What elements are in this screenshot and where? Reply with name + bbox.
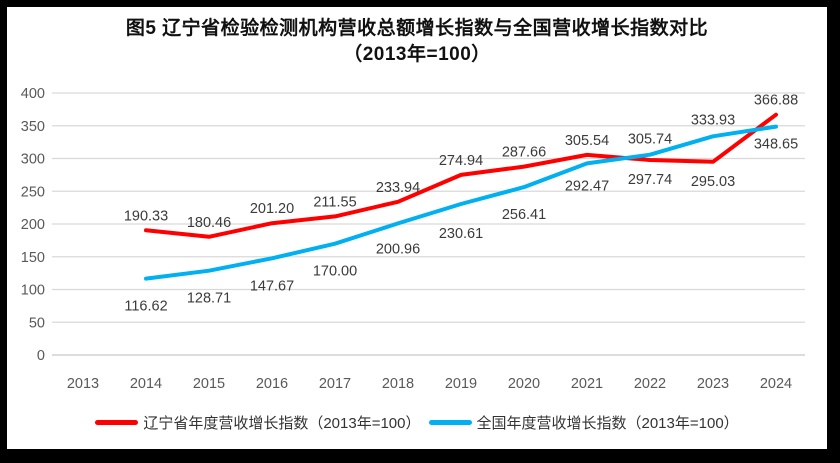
legend-item-national: 全国年度营收增长指数（2013年=100） [428,412,739,433]
y-axis-tick-label: 0 [37,348,45,364]
y-axis-tick-label: 150 [21,250,45,266]
chart-canvas: 图5 辽宁省检验检测机构营收总额增长指数与全国营收增长指数对比 （2013年=1… [7,7,827,449]
data-label: 292.47 [565,178,609,194]
y-axis-tick-label: 200 [21,217,45,233]
chart-title-line1: 图5 辽宁省检验检测机构营收总额增长指数与全国营收增长指数对比 [125,18,709,39]
data-label: 295.03 [691,174,735,190]
data-label: 287.66 [502,145,546,161]
data-label: 211.55 [313,194,356,210]
data-label: 128.71 [187,291,231,307]
x-axis-tick-label: 2013 [67,376,99,392]
x-axis-tick-label: 2019 [445,376,477,392]
data-label: 201.20 [250,201,294,217]
x-axis-tick-label: 2018 [382,376,414,392]
y-axis-tick-label: 400 [21,86,45,102]
data-label: 180.46 [187,215,231,231]
data-label: 305.74 [628,132,672,148]
legend-label-liaoning: 辽宁省年度营收增长指数（2013年=100） [143,415,421,432]
series-line-0 [144,112,778,239]
data-label: 147.67 [250,278,294,294]
data-label: 333.93 [691,112,735,128]
legend-label-national: 全国年度营收增长指数（2013年=100） [476,415,739,432]
series-line-1 [144,124,778,281]
line-chart-plot: 0 50 100 150 200 250 300 350 400 2013 2014 2015 2016… [21,86,805,392]
legend: 辽宁省年度营收增长指数（2013年=100） 全国年度营收增长指数（2013年=… [7,412,827,433]
legend-item-liaoning: 辽宁省年度营收增长指数（2013年=100） [95,412,421,433]
x-axis-tick-label: 2016 [256,376,288,392]
y-axis-tick-label: 100 [21,283,45,299]
legend-swatch-national [428,420,472,425]
data-label: 116.62 [124,299,167,315]
legend-swatch-liaoning [95,420,139,425]
y-axis-tick-label: 300 [21,152,45,168]
x-axis-tick-label: 2017 [319,376,351,392]
chart-title: 图5 辽宁省检验检测机构营收总额增长指数与全国营收增长指数对比 （2013年=1… [7,16,827,68]
chart-title-line2: （2013年=100） [343,44,491,65]
data-label: 348.65 [754,137,798,153]
data-label: 366.88 [754,93,798,109]
y-axis-tick-label: 350 [21,119,45,135]
data-label: 170.00 [313,264,357,280]
y-axis-tick-label: 50 [29,315,45,331]
data-label: 200.96 [376,241,420,257]
x-axis-tick-label: 2021 [571,376,603,392]
x-axis-tick-label: 2022 [634,376,666,392]
x-axis-tick-label: 2023 [697,376,729,392]
x-axis-tick-label: 2024 [760,376,792,392]
data-label: 274.94 [439,153,483,169]
data-label: 305.54 [565,133,609,149]
data-label: 233.94 [376,180,420,196]
data-label: 190.33 [124,208,168,224]
x-axis-tick-label: 2020 [508,376,540,392]
data-label: 230.61 [439,226,483,242]
data-label: 256.41 [502,207,546,223]
x-axis-tick-label: 2014 [130,376,162,392]
x-axis-tick-label: 2015 [193,376,225,392]
data-label: 297.74 [628,172,672,188]
y-axis-tick-label: 250 [21,184,45,200]
